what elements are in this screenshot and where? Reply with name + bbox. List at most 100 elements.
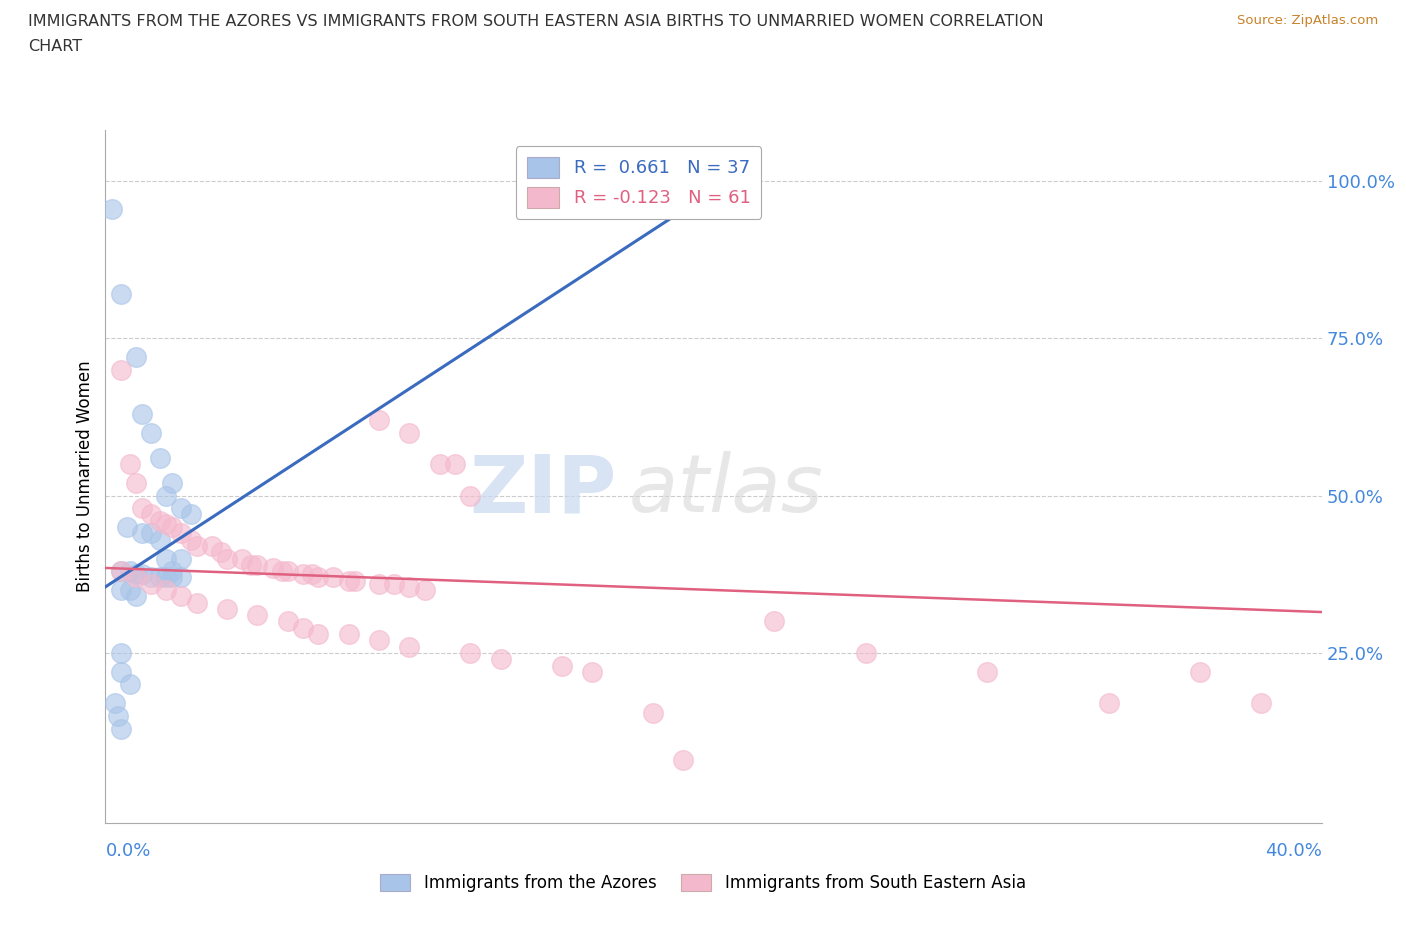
Point [382, 577, 405, 591]
Point [240, 557, 263, 572]
Point [139, 507, 162, 522]
Point [131, 500, 153, 515]
Point [1188, 664, 1211, 679]
Point [149, 532, 172, 547]
Point [155, 516, 177, 531]
Point [155, 582, 177, 597]
Text: 40.0%: 40.0% [1265, 842, 1322, 859]
Point [110, 664, 132, 679]
Point [110, 286, 132, 301]
Text: ZIP: ZIP [470, 451, 616, 529]
Text: 0.0%: 0.0% [105, 842, 150, 859]
Point [162, 564, 184, 578]
Point [337, 573, 360, 588]
Point [246, 557, 269, 572]
Point [1098, 696, 1121, 711]
Legend: R =  0.661   N = 37, R = -0.123   N = 61: R = 0.661 N = 37, R = -0.123 N = 61 [516, 146, 761, 219]
Point [118, 457, 141, 472]
Point [217, 551, 239, 566]
Point [170, 589, 193, 604]
Point [131, 566, 153, 581]
Point [125, 570, 148, 585]
Point [688, 182, 710, 197]
Point [170, 570, 193, 585]
Point [307, 570, 329, 585]
Point [180, 507, 202, 522]
Point [641, 705, 664, 720]
Point [231, 551, 253, 566]
Legend: Immigrants from the Azores, Immigrants from South Eastern Asia: Immigrants from the Azores, Immigrants f… [374, 867, 1032, 898]
Point [1250, 696, 1272, 711]
Point [139, 525, 162, 540]
Point [301, 566, 323, 581]
Point [217, 602, 239, 617]
Point [292, 566, 315, 581]
Point [398, 425, 420, 440]
Point [186, 595, 208, 610]
Point [763, 614, 786, 629]
Point [125, 589, 148, 604]
Point [672, 182, 695, 197]
Point [103, 696, 125, 711]
Text: CHART: CHART [28, 39, 82, 54]
Point [155, 570, 177, 585]
Point [550, 658, 572, 673]
Point [100, 202, 122, 217]
Point [139, 570, 162, 585]
Point [270, 564, 292, 578]
Point [110, 721, 132, 736]
Point [125, 475, 148, 490]
Point [672, 752, 695, 767]
Point [458, 645, 481, 660]
Point [398, 579, 420, 594]
Point [110, 564, 132, 578]
Point [413, 582, 436, 597]
Point [110, 582, 132, 597]
Text: Source: ZipAtlas.com: Source: ZipAtlas.com [1237, 14, 1378, 27]
Point [398, 639, 420, 654]
Point [976, 664, 998, 679]
Point [186, 538, 208, 553]
Point [292, 620, 315, 635]
Point [246, 608, 269, 623]
Point [489, 652, 512, 667]
Point [429, 457, 451, 472]
Point [110, 564, 132, 578]
Point [149, 513, 172, 528]
Point [139, 425, 162, 440]
Point [155, 488, 177, 503]
Point [337, 627, 360, 642]
Point [262, 561, 284, 576]
Point [277, 564, 299, 578]
Point [118, 582, 141, 597]
Point [170, 525, 193, 540]
Text: atlas: atlas [628, 451, 823, 529]
Point [131, 406, 153, 421]
Point [180, 532, 202, 547]
Point [581, 664, 603, 679]
Point [170, 500, 193, 515]
Point [343, 573, 366, 588]
Point [107, 709, 129, 724]
Point [155, 551, 177, 566]
Point [125, 566, 148, 581]
Point [322, 570, 344, 585]
Y-axis label: Births to Unmarried Women: Births to Unmarried Women [76, 361, 94, 592]
Point [307, 627, 329, 642]
Point [209, 545, 232, 560]
Point [170, 551, 193, 566]
Point [458, 488, 481, 503]
Point [855, 645, 877, 660]
Text: IMMIGRANTS FROM THE AZORES VS IMMIGRANTS FROM SOUTH EASTERN ASIA BIRTHS TO UNMAR: IMMIGRANTS FROM THE AZORES VS IMMIGRANTS… [28, 14, 1043, 29]
Point [162, 520, 184, 535]
Point [118, 564, 141, 578]
Point [125, 350, 148, 365]
Point [277, 614, 299, 629]
Point [368, 413, 391, 428]
Point [162, 570, 184, 585]
Point [131, 525, 153, 540]
Point [368, 577, 391, 591]
Point [149, 570, 172, 585]
Point [201, 538, 224, 553]
Point [149, 450, 172, 465]
